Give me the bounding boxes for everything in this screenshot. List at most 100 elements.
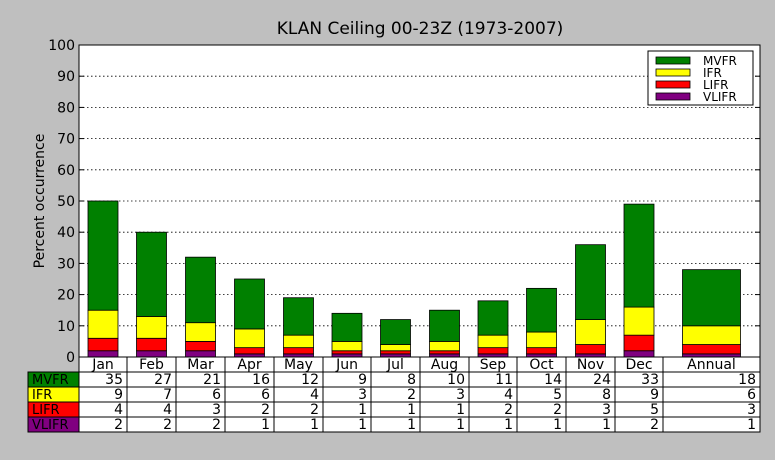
bar-lifr — [185, 340, 216, 352]
legend-swatch — [655, 80, 691, 89]
y-tick-label: 50 — [57, 194, 75, 210]
bar-lifr — [526, 347, 557, 355]
x-tick-label: Jan — [91, 357, 114, 373]
y-tick-label: 60 — [57, 163, 75, 179]
legend-label: IFR — [703, 66, 722, 80]
table-cell — [662, 401, 761, 418]
legend-label: MVFR — [703, 54, 737, 68]
bar-ifr — [477, 334, 509, 349]
table-value: 1 — [261, 417, 270, 433]
bar-lifr — [575, 344, 606, 355]
table-value: 4 — [310, 387, 319, 403]
table-value: 12 — [301, 372, 319, 388]
table-cell — [662, 386, 761, 403]
x-tick-label: Mar — [187, 357, 214, 373]
legend-label: LIFR — [703, 78, 728, 92]
table-value: 6 — [261, 387, 270, 403]
legend-swatch — [655, 56, 691, 65]
legend-swatch — [655, 68, 691, 77]
y-tick-label: 40 — [57, 225, 75, 241]
bar-lifr — [283, 347, 314, 355]
table-cell — [662, 416, 761, 433]
bar-lifr — [623, 334, 655, 352]
y-tick-label: 30 — [57, 256, 75, 272]
bar-ifr — [234, 328, 265, 349]
table-row-label: MVFR — [32, 373, 69, 388]
bar-ifr — [185, 322, 216, 342]
bar-mvfr — [136, 231, 167, 317]
table-value: 27 — [154, 372, 172, 388]
bar-lifr — [429, 350, 460, 355]
y-tick-label: 10 — [57, 319, 75, 335]
table-value: 5 — [553, 387, 562, 403]
x-tick-label: Dec — [625, 357, 652, 373]
table-row-label: IFR — [32, 388, 52, 403]
x-tick-label: Feb — [139, 357, 164, 373]
bar-ifr — [623, 306, 655, 336]
table-row-label: LIFR — [32, 403, 60, 418]
y-tick-label: 80 — [57, 100, 75, 116]
bar-ifr — [429, 340, 460, 352]
y-axis-label: Percent occurrence — [32, 134, 48, 269]
table-value: 8 — [602, 387, 611, 403]
table-value: 2 — [407, 387, 416, 403]
table-value: 6 — [747, 387, 756, 403]
bar-mvfr — [477, 300, 509, 336]
table-value: 2 — [212, 417, 221, 433]
table-value: 4 — [504, 387, 513, 403]
y-tick-label: 0 — [66, 350, 75, 366]
bar-ifr — [87, 309, 119, 339]
table-value: 10 — [447, 372, 465, 388]
table-value: 2 — [261, 402, 270, 418]
x-tick-label: Jul — [386, 357, 404, 373]
table-value: 21 — [203, 372, 221, 388]
table-value: 1 — [407, 417, 416, 433]
table-value: 3 — [456, 387, 465, 403]
x-tick-label: Sep — [480, 357, 507, 373]
table-value: 1 — [358, 402, 367, 418]
table-value: 1 — [553, 417, 562, 433]
table-value: 1 — [456, 417, 465, 433]
table-value: 8 — [407, 372, 416, 388]
bar-lifr — [136, 337, 167, 352]
bar-mvfr — [682, 269, 741, 327]
table-value: 2 — [650, 417, 659, 433]
bar-mvfr — [87, 200, 119, 311]
table-value: 2 — [310, 402, 319, 418]
table-value: 3 — [602, 402, 611, 418]
bar-ifr — [283, 334, 314, 349]
data-table: Jan Feb Mar Apr May Jun Jul Aug Sep Oct Nov Dec Annu… — [27, 356, 761, 433]
bar-ifr — [136, 316, 167, 339]
bar-ifr — [682, 325, 741, 345]
table-value: 11 — [495, 372, 513, 388]
table-value: 6 — [212, 387, 221, 403]
bar-mvfr — [234, 278, 265, 330]
bar-lifr — [477, 347, 509, 355]
table-value: 3 — [212, 402, 221, 418]
legend-label: VLIFR — [703, 90, 737, 104]
bar-ifr — [331, 340, 363, 352]
table-value: 14 — [544, 372, 562, 388]
table-value: 1 — [747, 417, 756, 433]
x-tick-label: Nov — [577, 357, 604, 373]
x-tick-label: Oct — [529, 357, 554, 373]
bar-lifr — [87, 337, 119, 352]
table-value: 1 — [602, 417, 611, 433]
table-value: 9 — [358, 372, 367, 388]
table-value: 1 — [456, 402, 465, 418]
bar-mvfr — [283, 297, 314, 336]
bar-mvfr — [526, 287, 557, 333]
table-value: 2 — [114, 417, 123, 433]
table-value: 2 — [504, 402, 513, 418]
x-tick-label: Annual — [687, 357, 736, 373]
table-value: 5 — [650, 402, 659, 418]
bar-mvfr — [429, 309, 460, 342]
bar-ifr — [380, 344, 411, 352]
bar-lifr — [682, 344, 741, 355]
bar-lifr — [331, 350, 363, 355]
table-value: 1 — [504, 417, 513, 433]
table-value: 1 — [407, 402, 416, 418]
bar-mvfr — [331, 312, 363, 342]
